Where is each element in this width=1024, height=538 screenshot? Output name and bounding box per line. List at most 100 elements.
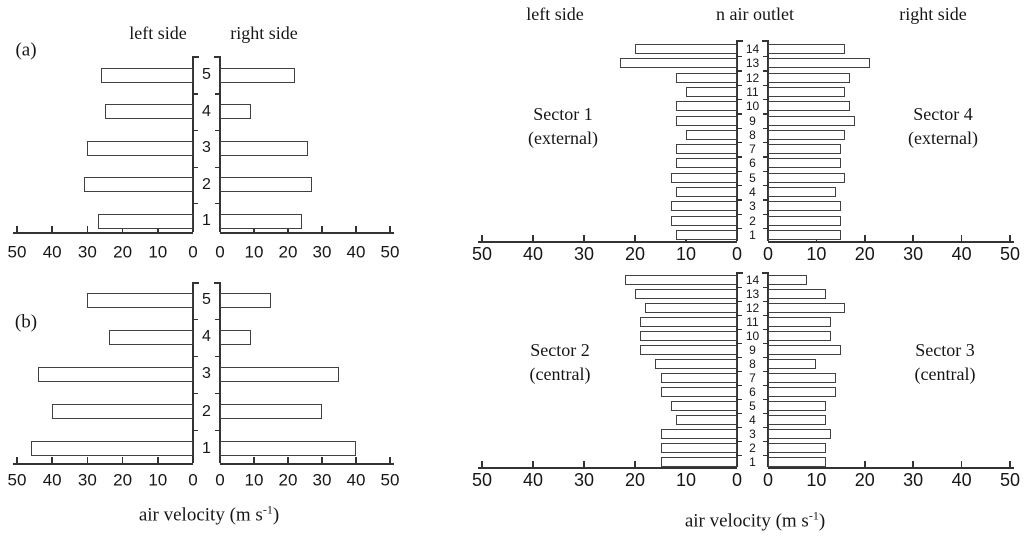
bar-right-3 bbox=[220, 140, 309, 156]
category-axis-line-left bbox=[192, 56, 194, 232]
category-axis-tick bbox=[763, 99, 768, 101]
x-axis-tick bbox=[583, 461, 585, 467]
category-label-2: 2 bbox=[749, 213, 756, 228]
bar-right-3 bbox=[220, 366, 339, 382]
x-axis-tick bbox=[481, 235, 483, 241]
right-chart-header-right-side: right side bbox=[899, 4, 967, 24]
category-axis-tick bbox=[763, 170, 768, 172]
category-label-9: 9 bbox=[749, 113, 756, 128]
category-label-1: 1 bbox=[202, 439, 211, 457]
bar-left-1 bbox=[31, 441, 193, 457]
category-axis-tick bbox=[215, 203, 220, 205]
category-axis-tick bbox=[215, 430, 220, 432]
bar-right-5 bbox=[220, 292, 271, 308]
x-axis-tick-label: 10 bbox=[675, 244, 697, 264]
x-axis-tick bbox=[389, 226, 391, 232]
category-axis-tick bbox=[763, 413, 768, 415]
category-axis-tick bbox=[737, 413, 742, 415]
x-axis-tick-label: 30 bbox=[573, 470, 595, 490]
x-axis-tick bbox=[121, 457, 124, 463]
bar-right-5 bbox=[768, 172, 846, 183]
bar-right-4 bbox=[220, 104, 251, 120]
bar-right-12 bbox=[768, 303, 846, 313]
bar-right-8 bbox=[768, 359, 817, 369]
category-label-3: 3 bbox=[749, 199, 756, 214]
category-label-4: 4 bbox=[749, 185, 756, 200]
x-axis-left bbox=[478, 467, 737, 469]
category-label-4: 4 bbox=[202, 102, 211, 120]
sector-4-qualifier: (external) bbox=[908, 128, 978, 148]
category-axis-cap bbox=[192, 56, 200, 58]
x-axis-tick-label: 0 bbox=[188, 242, 198, 262]
bar-left-7 bbox=[675, 144, 737, 155]
x-axis-tick-label: 30 bbox=[903, 244, 924, 264]
x-axis-tick bbox=[960, 235, 963, 241]
bar-right-5 bbox=[768, 401, 827, 411]
sector-4-external-label: Sector 4 (external) bbox=[908, 102, 978, 150]
sector-3-qualifier: (central) bbox=[914, 364, 976, 384]
bar-right-14 bbox=[768, 44, 846, 54]
sector-3-central-label: Sector 3 (central) bbox=[915, 338, 976, 386]
category-axis-cap bbox=[736, 40, 744, 42]
category-axis-tick bbox=[763, 70, 768, 72]
category-axis-tick bbox=[763, 399, 768, 401]
category-label-11: 11 bbox=[746, 315, 759, 329]
category-axis-cap bbox=[192, 282, 200, 284]
x-axis-title-superscript: -1 bbox=[808, 508, 819, 523]
category-axis-line-right bbox=[767, 40, 769, 241]
x-axis-tick-label: 10 bbox=[806, 244, 827, 264]
bar-left-5 bbox=[101, 67, 193, 83]
bar-left-2 bbox=[52, 404, 193, 420]
bar-right-1 bbox=[768, 230, 841, 241]
bar-right-5 bbox=[220, 67, 295, 83]
x-axis-right bbox=[220, 463, 394, 465]
bar-left-8 bbox=[655, 359, 737, 369]
category-axis-tick bbox=[737, 301, 742, 303]
x-axis-tick-label: 0 bbox=[731, 470, 743, 490]
bar-left-4 bbox=[675, 415, 737, 425]
x-axis-tick-label: 40 bbox=[951, 244, 972, 264]
left-chart-header-right-side: right side bbox=[230, 23, 298, 43]
x-axis-tick bbox=[86, 457, 89, 463]
category-label-12: 12 bbox=[745, 301, 760, 315]
bar-left-13 bbox=[635, 289, 737, 299]
x-axis-tick bbox=[355, 457, 357, 463]
category-axis-cap bbox=[213, 56, 221, 58]
x-axis-tick-label: 40 bbox=[522, 470, 544, 490]
x-axis-tick-label: 50 bbox=[471, 470, 493, 490]
x-axis-title-close: ) bbox=[272, 504, 280, 526]
category-axis-tick bbox=[763, 142, 768, 144]
category-axis-tick bbox=[737, 142, 742, 144]
x-axis-tick bbox=[253, 226, 255, 232]
category-axis-tick bbox=[737, 127, 742, 129]
x-axis-tick-label: 40 bbox=[346, 242, 366, 262]
x-axis-tick bbox=[532, 461, 534, 467]
category-label-10: 10 bbox=[745, 329, 760, 343]
x-axis-tick-label: 40 bbox=[42, 470, 62, 490]
category-axis-tick bbox=[737, 371, 742, 373]
x-axis-tick-label: 20 bbox=[854, 244, 875, 264]
x-axis-tick bbox=[634, 235, 636, 241]
x-axis-title-text: air velocity (m s bbox=[138, 504, 263, 526]
category-label-3: 3 bbox=[202, 365, 211, 383]
category-axis-tick bbox=[763, 385, 768, 387]
bar-right-2 bbox=[220, 177, 312, 193]
category-axis-tick bbox=[193, 129, 198, 132]
bar-right-2 bbox=[768, 443, 827, 453]
x-axis-tick-label: 50 bbox=[471, 244, 493, 264]
bar-right-7 bbox=[768, 144, 841, 155]
bar-left-10 bbox=[675, 101, 737, 112]
x-axis-tick bbox=[960, 461, 963, 467]
category-label-8: 8 bbox=[749, 127, 756, 142]
x-axis-tick bbox=[157, 457, 159, 463]
category-label-5: 5 bbox=[749, 399, 756, 413]
x-axis-tick bbox=[1009, 461, 1011, 467]
bar-right-1 bbox=[220, 213, 302, 229]
category-axis-tick bbox=[215, 355, 220, 358]
category-axis-tick bbox=[737, 329, 742, 331]
bar-right-1 bbox=[768, 457, 827, 467]
bar-right-3 bbox=[768, 429, 831, 439]
category-axis-tick bbox=[737, 441, 742, 443]
